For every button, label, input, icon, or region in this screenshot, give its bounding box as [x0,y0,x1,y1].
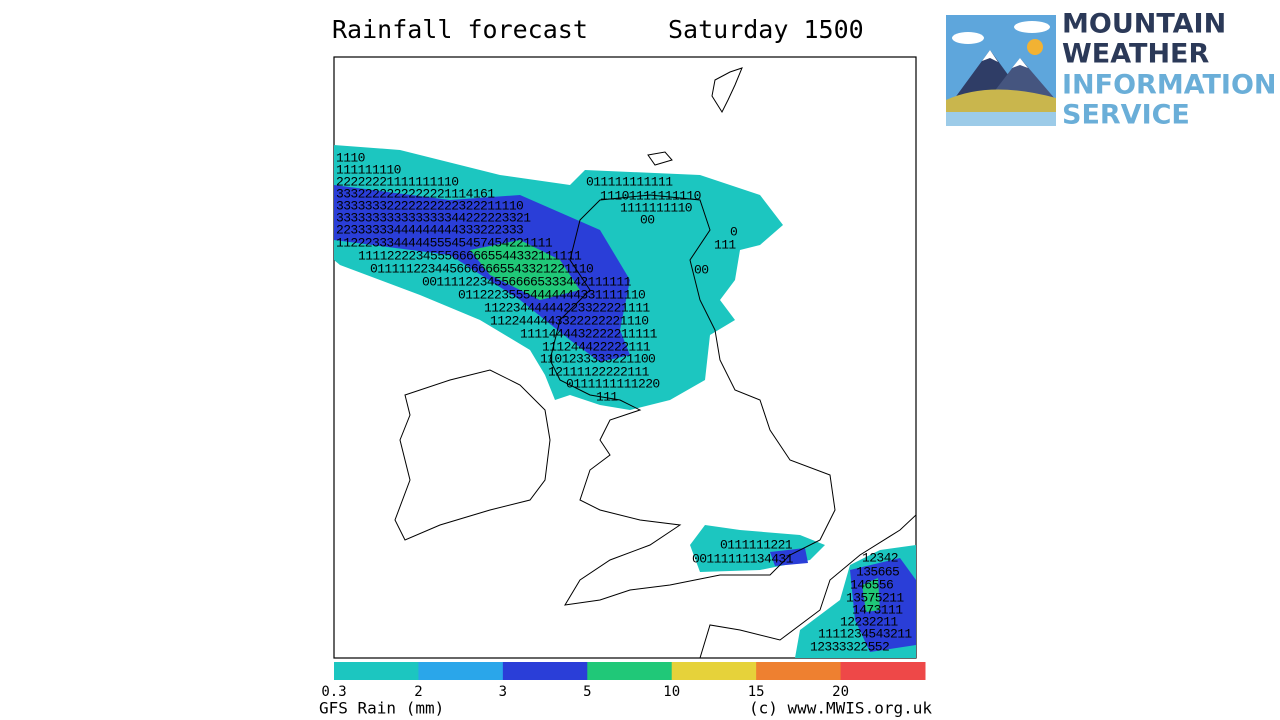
rain-value: 01122235554444444331111110 [458,287,645,302]
rain-value: 0111112234456666665543321221110 [370,261,593,276]
rain-value: 22333333444444444333222333 [336,222,523,237]
legend-tick: 2 [414,684,422,700]
logo-snow [982,50,998,62]
legend-tick: 20 [832,684,849,700]
rain-value: 13575211 [846,590,904,605]
rain-value: 00111111134431 [692,551,794,566]
rain-area-heavy [770,548,808,566]
rain-value: 12232211 [840,614,898,629]
rain-value: 11101111111110 [600,188,701,203]
coastline [394,67,916,658]
rain-value: 0 [730,224,737,239]
rain-value: 0111111111220 [566,376,660,391]
legend-swatch [587,662,673,680]
logo-cloud [952,32,984,44]
rain-value: 111 [714,237,736,252]
legend-label: GFS Rain (mm) [319,699,444,718]
map-title: Rainfall forecast [332,15,588,44]
credit: (c) www.MWIS.org.uk [749,699,932,718]
rain-value: 1110 [336,150,365,165]
rain-value: 3332222222222221114161 [336,186,495,201]
rain-value: 1473111 [852,602,903,617]
logo-hill [946,89,1056,118]
legend-swatch [418,662,504,680]
legend-swatch [840,662,926,680]
rain-value: 112223334444455545457454221111 [336,235,553,250]
logo-snow [1012,58,1028,68]
rain-value: 00 [694,262,708,277]
rain-value: 1111222234555666665544332111111 [358,248,582,263]
rain-value: 111 [596,389,618,404]
legend-swatch [334,662,419,680]
logo-text: WEATHER [1062,39,1209,70]
legend-swatch [671,662,757,680]
rain-value: 12333322552 [810,639,889,654]
rain-value: 111244422222111 [542,339,651,354]
rain-values: 1110111111110222222211111111103332222222… [336,150,913,654]
logo-text: MOUNTAIN [1062,9,1226,40]
rain-area-heavy [334,185,630,362]
rain-value: 00111122345566665333442111111 [422,274,632,289]
rain-value: 33333332222222222322211110 [336,198,523,213]
legend: 0.3 2 3 5 10 15 20 [321,662,926,700]
map: 1110111111110222222211111111103332222222… [333,56,917,659]
legend-tick: 3 [499,684,507,700]
logo-cloud [1014,21,1050,33]
legend-swatch [502,662,588,680]
legend-swatch [756,662,842,680]
rain-value: 12111122222111 [548,364,650,379]
rain-area-heavy [850,558,916,652]
rain-value: 1122444443322222221110 [490,313,648,328]
rain-value: 0111111221 [720,537,793,552]
rain-value: 11223444444223322221111 [484,300,650,315]
rain-value: 00 [640,212,654,227]
rain-value: 011111111111 [586,174,673,189]
rain-area-heavy [590,330,630,362]
rain-value: 12342 [862,550,898,565]
logo: MOUNTAIN WEATHER INFORMATION SERVICE [946,9,1277,131]
rain-value: 22222221111111110 [336,174,458,189]
forecast-time: Saturday 1500 [668,15,864,44]
rain-value: 135665 [856,564,899,579]
rain-area-very-heavy [470,240,580,300]
rain-value: 1111444432222211111 [520,326,658,341]
legend-tick: 10 [663,684,680,700]
legend-tick: 15 [748,684,765,700]
rain-value: 146556 [850,577,893,592]
rain-value: 333333333333333344222223321 [336,210,531,225]
logo-text: SERVICE [1062,100,1190,131]
rain-value: 1101233333221100 [540,351,655,366]
rain-value: 1111234543211 [818,626,912,641]
logo-text: INFORMATION [1062,70,1277,101]
legend-tick: 5 [583,684,591,700]
legend-tick: 0.3 [321,684,346,700]
logo-water [946,112,1056,126]
rain-value: 111111110 [336,162,401,177]
logo-sun [1027,39,1043,55]
rain-value: 1111111110 [620,200,692,215]
rain-area-very-heavy [862,578,880,612]
